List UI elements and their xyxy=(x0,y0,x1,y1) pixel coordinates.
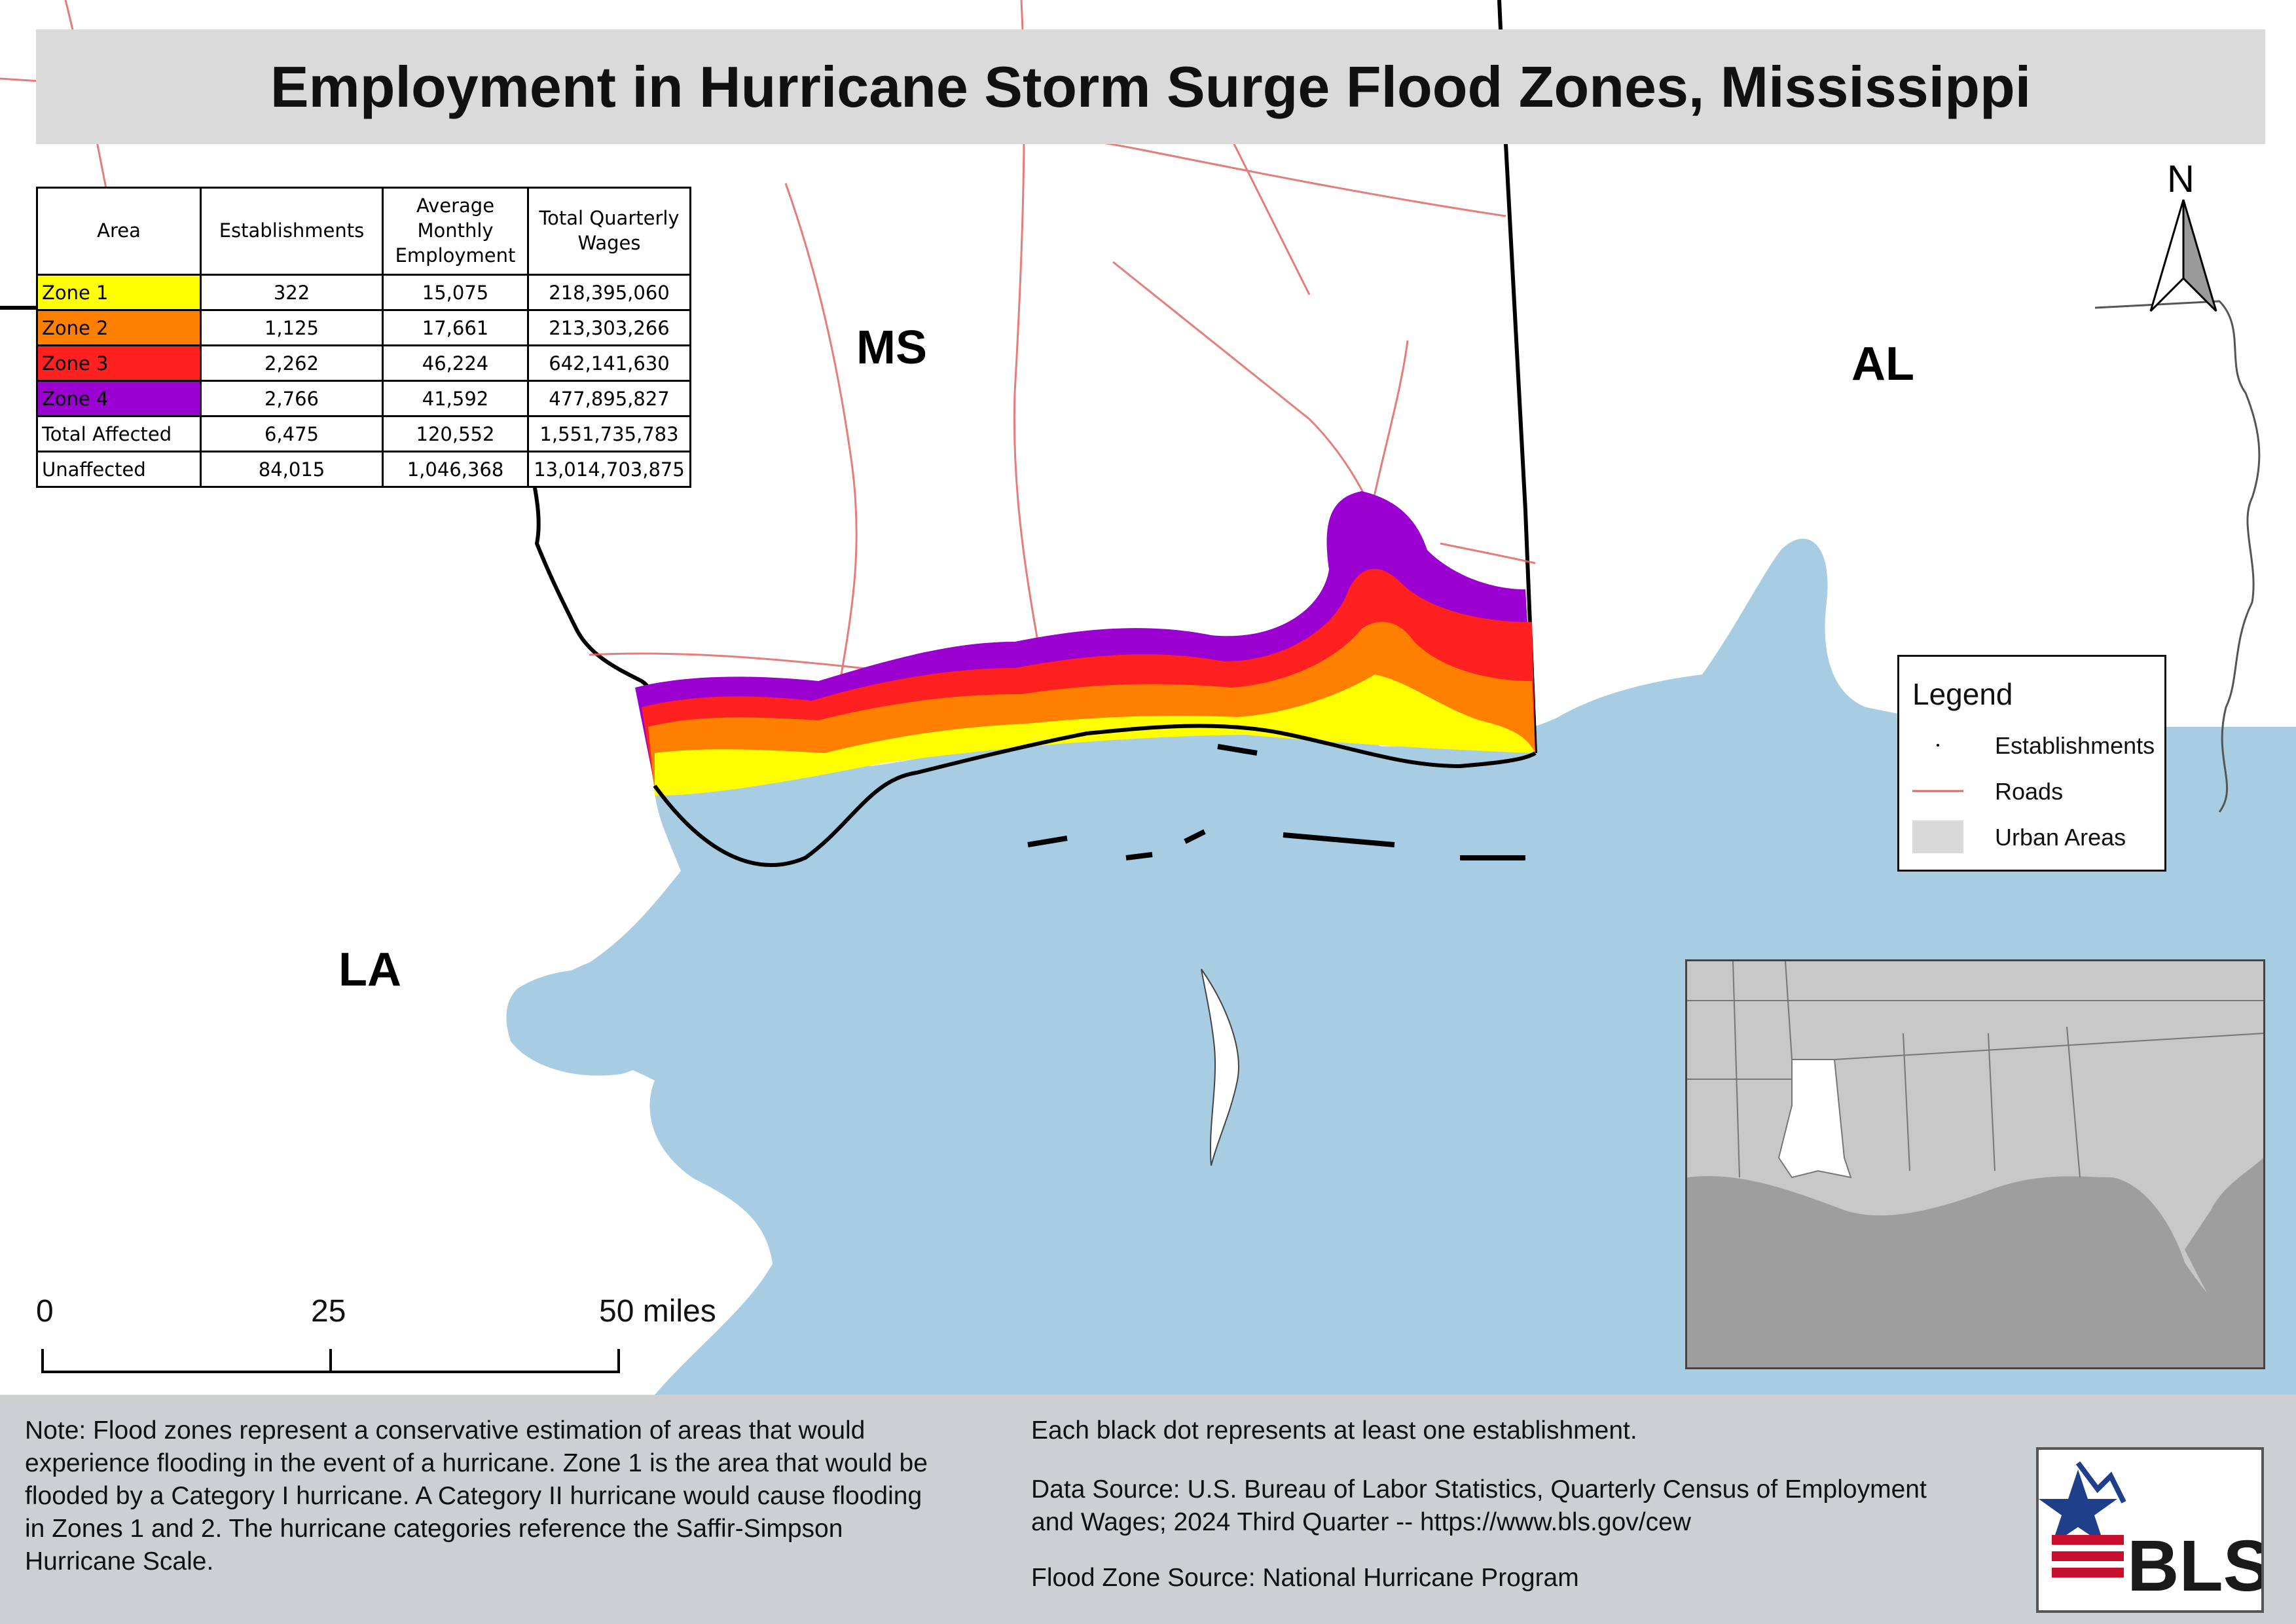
note-line: Hurricane Scale. xyxy=(25,1547,214,1576)
road-line-icon xyxy=(1912,790,1963,792)
data-source-line: Data Source: U.S. Bureau of Labor Statis… xyxy=(1031,1475,1927,1504)
row-area-zone-3: Zone 3 xyxy=(36,344,202,382)
establishment-dot-icon xyxy=(1937,744,1939,747)
north-arrow-label: N xyxy=(2167,158,2195,200)
row-establishments: 1,125 xyxy=(200,309,384,346)
table-row: Total Affected 6,475 120,552 1,551,735,7… xyxy=(36,415,691,452)
row-employment: 15,075 xyxy=(382,274,529,311)
legend-label: Establishments xyxy=(1995,732,2155,759)
table-row: Zone 1 322 15,075 218,395,060 xyxy=(36,274,691,311)
scale-tick-50: 50 miles xyxy=(599,1294,716,1329)
urban-area-swatch-icon xyxy=(1912,821,1963,853)
header-wages: Total Quarterly Wages xyxy=(527,187,691,276)
note-line: flooded by a Category I hurricane. A Cat… xyxy=(25,1482,922,1510)
data-source-line: and Wages; 2024 Third Quarter -- https:/… xyxy=(1031,1508,1691,1536)
legend-item-urban-areas: Urban Areas xyxy=(1912,821,2161,853)
north-arrow-icon xyxy=(2149,199,2217,312)
flood-zone-note: Note: Flood zones represent a conservati… xyxy=(25,1414,1020,1578)
al-la-outline xyxy=(2094,300,2261,813)
inset-map-graphic xyxy=(1687,961,2263,1367)
row-area-zone-4: Zone 4 xyxy=(36,380,202,417)
scale-tick-0: 0 xyxy=(36,1294,54,1329)
bls-logo-icon: BLS xyxy=(2039,1461,2271,1606)
row-wages: 13,014,703,875 xyxy=(527,451,691,488)
flood-zone-source: Flood Zone Source: National Hurricane Pr… xyxy=(1031,1564,1579,1592)
legend-label: Urban Areas xyxy=(1995,824,2126,851)
state-label-al: AL xyxy=(1851,338,1914,390)
employment-table: Area Establishments Average Monthly Empl… xyxy=(36,187,691,488)
table-row: Zone 3 2,262 46,224 642,141,630 xyxy=(36,344,691,382)
table-row: Zone 4 2,766 41,592 477,895,827 xyxy=(36,380,691,417)
lake-borgne xyxy=(661,874,774,957)
note-line: Note: Flood zones represent a conservati… xyxy=(25,1416,866,1445)
row-employment: 41,592 xyxy=(382,380,529,417)
row-area-unaffected: Unaffected xyxy=(36,451,202,488)
row-establishments: 2,766 xyxy=(200,380,384,417)
header-area: Area xyxy=(36,187,202,276)
row-establishments: 322 xyxy=(200,274,384,311)
map-title: Employment in Hurricane Storm Surge Floo… xyxy=(270,54,2032,119)
row-employment: 120,552 xyxy=(382,415,529,452)
row-wages: 642,141,630 xyxy=(527,344,691,382)
map-legend: Legend Establishments Roads Urban Areas xyxy=(1897,655,2166,872)
row-establishments: 6,475 xyxy=(200,415,384,452)
bls-logo: BLS xyxy=(2036,1447,2271,1613)
row-wages: 218,395,060 xyxy=(527,274,691,311)
lake-pontchartrain xyxy=(506,969,673,1076)
legend-title: Legend xyxy=(1912,677,2013,711)
row-employment: 17,661 xyxy=(382,309,529,346)
row-employment: 1,046,368 xyxy=(382,451,529,488)
row-area-zone-2: Zone 2 xyxy=(36,309,202,346)
state-label-ms: MS xyxy=(856,322,927,374)
bls-logo-text: BLS xyxy=(2127,1526,2261,1606)
row-area-total-affected: Total Affected xyxy=(36,415,202,452)
dot-note: Each black dot represents at least one e… xyxy=(1031,1416,1637,1445)
mobile-bay-water xyxy=(1759,549,1821,714)
row-wages: 477,895,827 xyxy=(527,380,691,417)
header-establishments: Establishments xyxy=(200,187,384,276)
row-employment: 46,224 xyxy=(382,344,529,382)
title-band xyxy=(36,29,2265,144)
table-row: Zone 2 1,125 17,661 213,303,266 xyxy=(36,309,691,346)
scale-bar: 0 25 50 miles xyxy=(36,1293,730,1385)
legend-item-roads: Roads xyxy=(1912,775,2161,807)
row-establishments: 2,262 xyxy=(200,344,384,382)
scale-bar-line xyxy=(41,1349,620,1373)
row-wages: 213,303,266 xyxy=(527,309,691,346)
legend-item-establishments: Establishments xyxy=(1912,729,2161,762)
row-establishments: 84,015 xyxy=(200,451,384,488)
barrier-islands xyxy=(1027,744,1525,860)
chandeleur-islands xyxy=(1201,969,1239,1166)
footer-notes: Note: Flood zones represent a conservati… xyxy=(0,1395,2296,1624)
coastline xyxy=(653,724,1537,867)
table-header-row: Area Establishments Average Monthly Empl… xyxy=(36,187,691,276)
row-wages: 1,551,735,783 xyxy=(527,415,691,452)
flood-zone-1 xyxy=(655,674,1535,796)
row-area-zone-1: Zone 1 xyxy=(36,274,202,311)
legend-label: Roads xyxy=(1995,778,2064,805)
note-line: experience flooding in the event of a hu… xyxy=(25,1449,928,1477)
table-row: Unaffected 84,015 1,046,368 13,014,703,8… xyxy=(36,451,691,488)
state-label-la: LA xyxy=(338,944,401,996)
header-employment: Average Monthly Employment xyxy=(382,187,529,276)
scale-tick-25: 25 xyxy=(311,1294,346,1329)
data-source: Data Source: U.S. Bureau of Labor Statis… xyxy=(1031,1473,2013,1539)
note-line: in Zones 1 and 2. The hurricane categori… xyxy=(25,1515,843,1543)
inset-locator-map xyxy=(1685,959,2265,1369)
